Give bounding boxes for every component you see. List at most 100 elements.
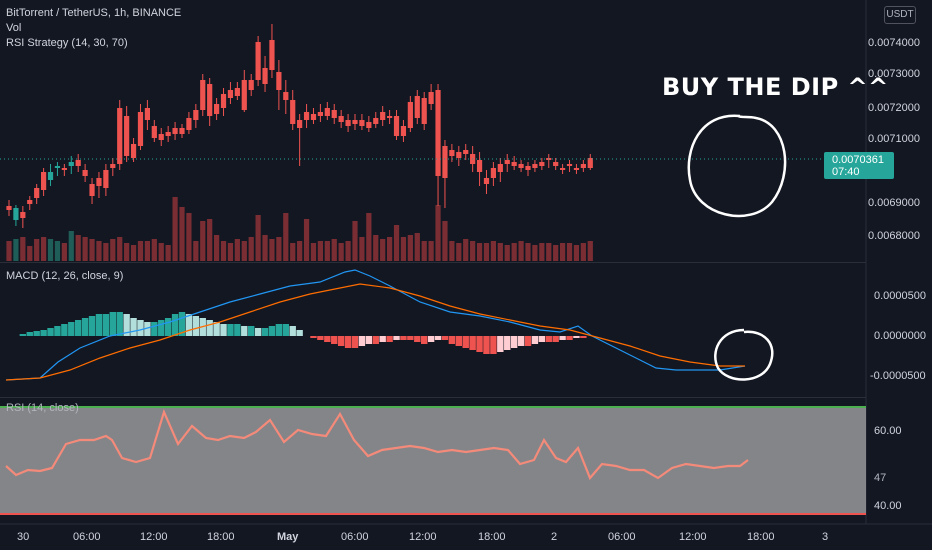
candle-body: [525, 166, 531, 170]
volume-bar: [276, 237, 282, 261]
candle-body: [573, 168, 580, 170]
hand-drawn-circle: [687, 114, 787, 218]
macd-histogram-bar: [54, 326, 61, 336]
candle-body: [75, 160, 81, 166]
macd-histogram-bar: [510, 336, 518, 348]
macd-histogram-bar: [68, 322, 75, 336]
candle-body: [172, 128, 178, 134]
macd-histogram-bar: [137, 320, 144, 336]
volume-bar: [130, 245, 137, 261]
macd-histogram-bar: [19, 334, 27, 336]
macd-histogram-bar: [379, 336, 386, 342]
volume-bar: [207, 219, 213, 261]
macd-histogram-bar: [26, 332, 33, 336]
macd-histogram-bar: [192, 316, 200, 336]
macd-histogram-bar: [344, 336, 352, 348]
candle-body: [560, 168, 566, 170]
candle-body: [20, 212, 26, 218]
candle-body: [241, 80, 247, 110]
macd-histogram-bar: [331, 336, 338, 344]
rsi-tick: 40.00: [874, 500, 902, 512]
price-tick: 0.0068000: [868, 230, 920, 242]
volume-bar: [96, 241, 102, 261]
volume-bar: [366, 213, 372, 261]
macd-histogram-bar: [365, 336, 373, 344]
volume-bar: [117, 237, 123, 261]
volume-bar: [400, 237, 407, 261]
macd-histogram-bar: [234, 324, 241, 336]
macd-histogram-bar: [497, 336, 504, 352]
candle-body: [497, 164, 503, 172]
time-label: 12:00: [140, 531, 168, 543]
symbol-title[interactable]: BitTorrent / TetherUS, 1h, BINANCE: [6, 7, 182, 19]
macd-histogram-bar: [81, 318, 89, 336]
candle-body: [200, 80, 206, 110]
macd-histogram-bar: [220, 324, 227, 336]
volume-bar: [262, 235, 268, 261]
candle-body: [262, 68, 268, 84]
volume-bar: [560, 243, 566, 261]
volume-bar: [82, 237, 88, 261]
macd-histogram-bar: [248, 326, 255, 336]
candle-body: [310, 114, 317, 120]
time-label: 2: [551, 531, 558, 543]
macd-histogram-bar: [559, 336, 566, 340]
rsi-label[interactable]: RSI (14, close): [6, 402, 79, 414]
rsi-current-value: 47: [874, 472, 887, 484]
candle-body: [27, 200, 33, 204]
volume-bar: [497, 243, 503, 261]
macd-histogram-bar: [421, 336, 428, 344]
volume-bar: [532, 245, 538, 261]
volume-bar: [393, 225, 400, 261]
candle-body: [303, 112, 310, 120]
macd-histogram-bar: [372, 336, 379, 344]
macd-histogram-bar: [504, 336, 511, 350]
strategy-label[interactable]: RSI Strategy (14, 30, 70): [6, 37, 128, 49]
candle-body: [587, 158, 593, 168]
candle-body: [82, 170, 88, 176]
macd-histogram-bar: [171, 314, 179, 336]
macd-histogram-bar: [545, 336, 552, 342]
candle-body: [117, 108, 123, 164]
candle-body: [186, 118, 192, 130]
volume-bar: [511, 243, 517, 261]
price-tick: 0.0069000: [868, 197, 920, 209]
candle-body: [504, 160, 510, 164]
volume-bar: [573, 245, 580, 261]
time-label: 3: [822, 531, 829, 543]
signal-line: [5, 283, 745, 381]
macd-histogram-bar: [351, 336, 359, 348]
volume-indicator-label[interactable]: Vol: [6, 22, 22, 34]
candle-body: [54, 166, 61, 168]
candle-body: [193, 110, 199, 120]
candle-body: [165, 132, 171, 136]
candle-body: [255, 42, 261, 80]
macd-histogram-bar: [455, 336, 462, 346]
buy-the-dip-annotation: BUY THE DIP ^^: [662, 73, 889, 101]
macd-label[interactable]: MACD (12, 26, close, 9): [6, 270, 124, 282]
pane-separator[interactable]: [0, 262, 866, 263]
macd-histogram-bar: [531, 336, 539, 344]
volume-bar: [144, 241, 150, 261]
volume-bar: [566, 243, 573, 261]
volume-bar: [124, 243, 130, 261]
macd-histogram-bar: [483, 336, 490, 354]
macd-histogram-bar: [213, 322, 220, 336]
candle-body: [269, 40, 275, 70]
macd-histogram-bar: [178, 312, 186, 336]
bar-countdown: 07:40: [832, 166, 860, 178]
pane-separator[interactable]: [0, 397, 866, 398]
macd-histogram-bar: [400, 336, 407, 340]
macd-histogram-bar: [130, 318, 137, 336]
volume-bar: [151, 239, 157, 261]
volume-bar: [449, 241, 455, 261]
current-price: 0.0070361: [832, 154, 884, 166]
macd-histogram-bar: [75, 320, 82, 336]
volume-bar: [463, 239, 469, 261]
candle-body: [158, 134, 164, 140]
candle-body: [338, 116, 344, 122]
currency-badge[interactable]: USDT: [884, 6, 916, 24]
macd-histogram-bar: [448, 336, 456, 344]
